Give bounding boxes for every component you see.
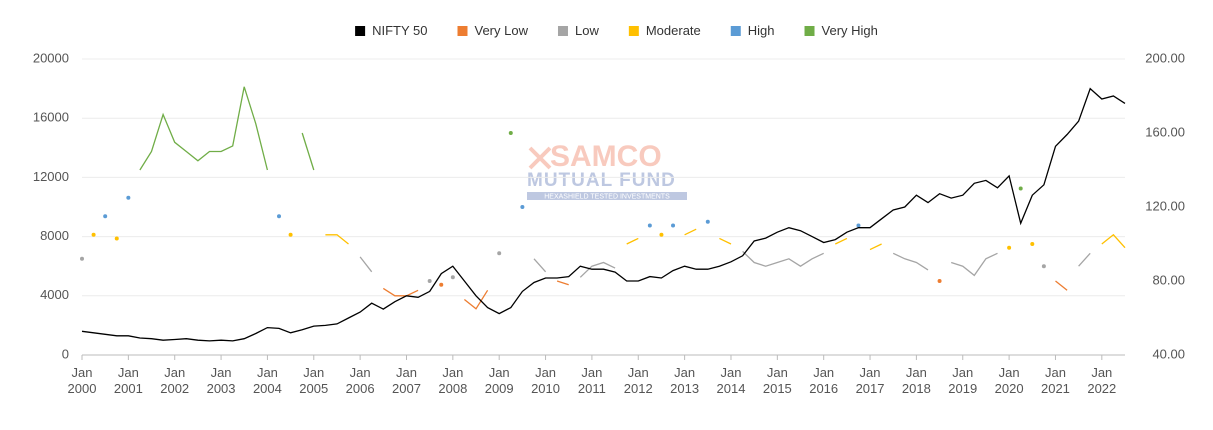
legend-label: Moderate [646,23,701,38]
series-point [1041,264,1046,269]
series-line [579,261,616,278]
series-line [742,250,824,267]
legend-label: Very High [822,23,878,38]
x-tick-label: Jan 2006 [345,365,375,396]
x-tick-label: Jan 2016 [809,365,839,396]
series-line [556,280,569,286]
series-line [684,228,697,236]
x-tick-label: Jan 2015 [762,365,792,396]
y-tick-label: 0 [62,346,69,361]
series-point [1030,242,1035,246]
series-line [81,87,1126,342]
series-point [659,232,664,237]
legend-swatch [457,26,468,36]
watermark-line2: HEXASHIELD TESTED INVESTMENTS [544,193,670,200]
y2-tick-label: 160.00 [1145,124,1185,139]
legend-swatch [628,26,639,36]
series-line [835,237,848,245]
y-tick-label: 20000 [33,50,69,65]
series-line [325,234,349,245]
series-point [277,214,282,219]
x-tick-label: Jan 2019 [948,365,978,396]
x-tick-label: Jan 2012 [623,365,653,396]
watermark-band [527,192,687,200]
legend-swatch [557,26,568,36]
series-point [705,219,710,224]
legend-swatch [355,26,366,36]
x-tick-label: Jan 2018 [901,365,931,396]
series-point [497,251,502,256]
series-line [892,252,929,271]
y2-tick-label: 80.00 [1152,272,1185,287]
legend-label: High [748,23,775,38]
x-tick-label: Jan 2007 [392,365,421,396]
y2-tick-label: 40.00 [1152,346,1185,361]
series-point [937,279,942,283]
legend: NIFTY 50 Very Low Low Moderate High Very High [355,23,878,38]
legend-swatch [730,26,741,36]
series-point [856,223,861,228]
series-point [80,256,84,261]
series-line [951,252,998,277]
series-line [1101,233,1126,249]
series-line [301,132,315,171]
series-point [520,205,525,209]
legend-label: Low [575,23,599,38]
watermark-brand: SAMCO [550,140,662,173]
y2-tick-label: 200.00 [1145,50,1185,65]
series-line [359,256,373,273]
legend-label: Very Low [475,23,529,38]
series-point [91,232,96,237]
x-tick-label: Jan 2011 [577,365,606,396]
x-tick-label: Jan 2009 [484,365,514,396]
series-line [533,258,547,273]
x-tick-label: Jan 2022 [1087,365,1117,396]
x-tick-label: Jan 2001 [113,365,143,396]
x-tick-label: Jan 2017 [855,365,885,396]
x-tick-label: Jan 2008 [438,365,468,396]
watermark-logo [528,146,552,170]
x-tick-label: Jan 2020 [994,365,1024,396]
x-tick-label: Jan 2003 [206,365,236,396]
series-point [450,275,455,280]
y-tick-label: 4000 [40,287,69,302]
series-point [288,232,293,237]
series-line [1055,280,1068,291]
series-point [439,282,444,287]
series-point [1018,186,1023,191]
x-tick-label: Jan 2013 [670,365,700,396]
series-line [382,287,419,297]
y-tick-label: 16000 [33,110,69,125]
series-point [103,214,108,219]
series-point [427,279,432,283]
x-tick-label: Jan 2010 [531,365,560,396]
series-point [508,131,513,135]
x-tick-label: Jan 2002 [160,365,190,396]
series-line [139,86,269,171]
series-line [869,243,882,251]
series-point [1007,245,1012,250]
series-line [626,237,639,245]
y-tick-label: 8000 [40,228,69,243]
series-point [671,223,676,228]
watermark: SAMCO MUTUAL FUND HEXASHIELD TESTED INVE… [527,140,687,200]
series-point [114,236,119,241]
series-line [463,289,489,310]
x-tick-label: Jan 2021 [1040,365,1070,396]
x-tick-label: Jan 2005 [299,365,329,396]
x-tick-label: Jan 2014 [716,365,746,396]
legend-label: NIFTY 50 [372,23,427,38]
watermark-line1: MUTUAL FUND [527,170,676,191]
x-tick-label: Jan 2004 [252,365,282,396]
series-point [126,195,131,200]
series-line [719,237,732,245]
series-line [1078,252,1091,267]
legend-swatch [804,26,815,36]
x-tick-label: Jan 2000 [67,365,97,396]
series-point [647,223,652,228]
y-tick-label: 12000 [33,169,69,184]
y2-tick-label: 120.00 [1145,198,1185,213]
